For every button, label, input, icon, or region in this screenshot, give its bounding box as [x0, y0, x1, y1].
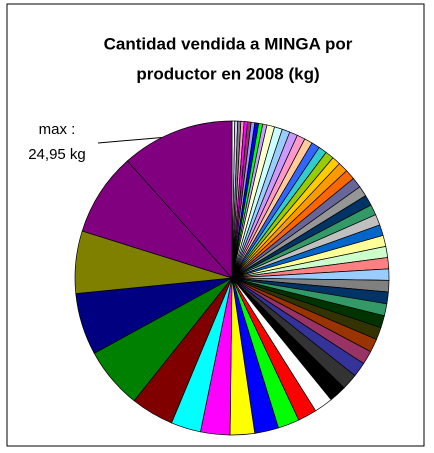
chart-title: Cantidad vendida a MINGA por — [104, 34, 353, 53]
pie-slice — [81, 160, 234, 279]
pie — [74, 120, 390, 436]
chart-title: productor en 2008 (kg) — [136, 64, 319, 83]
pie-slice — [126, 120, 233, 279]
annotation: 24,95 kg — [28, 146, 86, 163]
annotation-leader — [97, 136, 169, 144]
annotation: max : — [39, 121, 76, 138]
